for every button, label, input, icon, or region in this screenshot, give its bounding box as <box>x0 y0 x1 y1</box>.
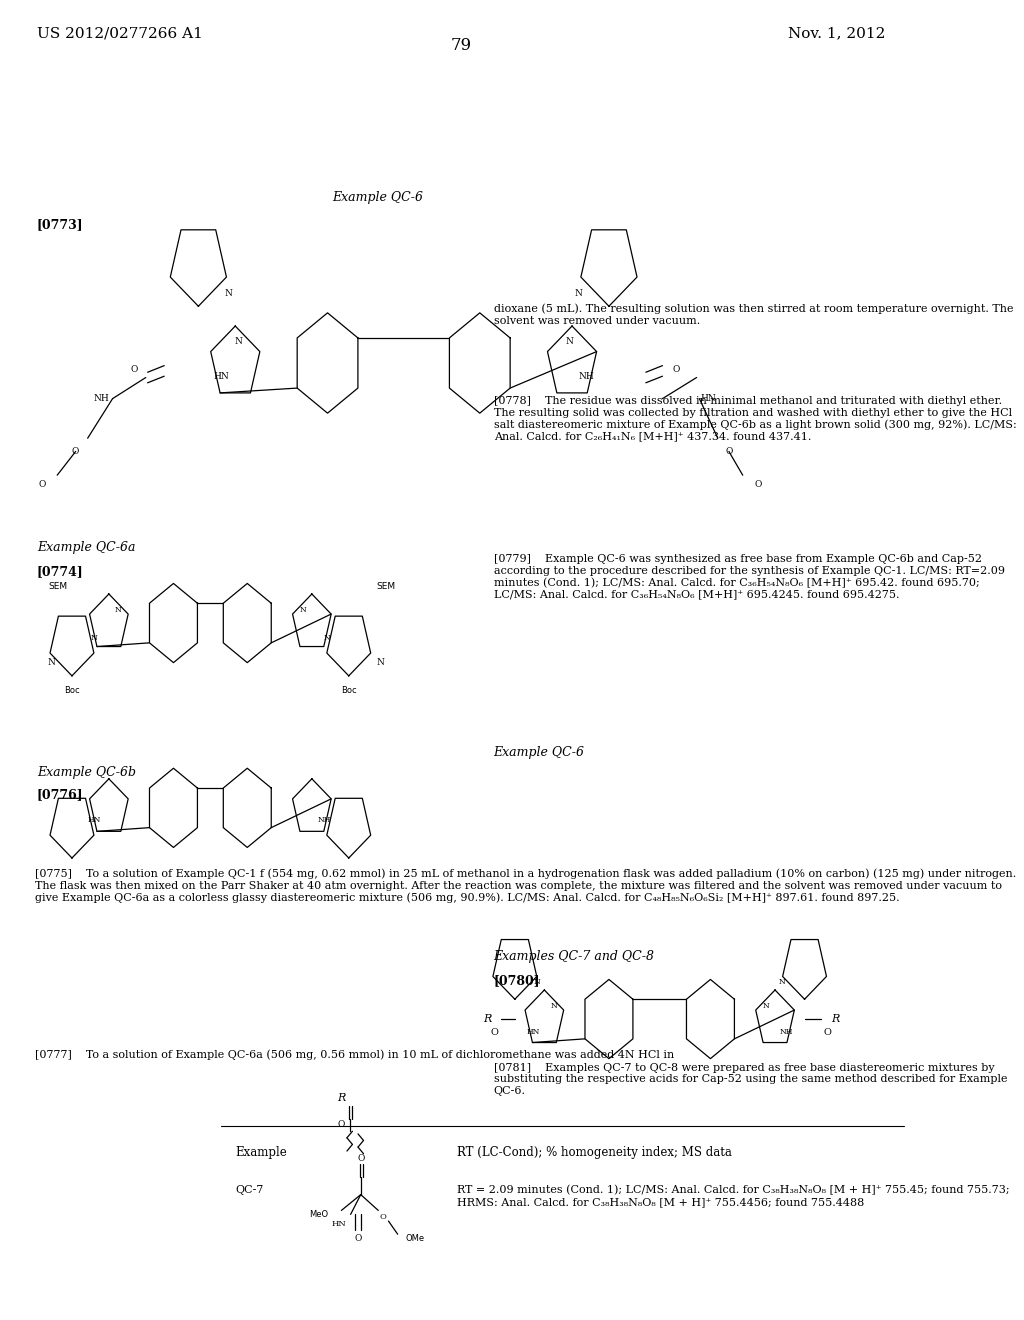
Text: MeO: MeO <box>309 1210 328 1218</box>
Text: HN: HN <box>331 1220 346 1228</box>
Text: O: O <box>673 366 680 374</box>
Text: O: O <box>725 447 732 455</box>
Text: HN: HN <box>87 816 100 824</box>
Text: RT (LC-Cond); % homogeneity index; MS data: RT (LC-Cond); % homogeneity index; MS da… <box>457 1146 731 1159</box>
Text: [0776]: [0776] <box>37 788 84 801</box>
Text: O: O <box>39 480 46 488</box>
Text: O: O <box>755 480 762 488</box>
Text: N: N <box>115 606 122 614</box>
Text: N: N <box>234 338 242 346</box>
Text: Example: Example <box>236 1146 287 1159</box>
Text: N: N <box>225 289 232 297</box>
Text: [0773]: [0773] <box>37 218 84 231</box>
Text: N: N <box>550 1002 557 1010</box>
Text: N: N <box>779 978 785 986</box>
Text: O: O <box>490 1028 499 1036</box>
Text: Example QC-6: Example QC-6 <box>494 746 585 759</box>
Text: [0777]    To a solution of Example QC-6a (506 mg, 0.56 mmol) in 10 mL of dichlor: [0777] To a solution of Example QC-6a (5… <box>35 1049 675 1060</box>
Text: US 2012/0277266 A1: US 2012/0277266 A1 <box>37 26 203 41</box>
Text: N: N <box>534 978 541 986</box>
Text: N: N <box>565 338 573 346</box>
Text: NH: NH <box>578 372 594 380</box>
Text: HN: HN <box>526 1028 540 1036</box>
Text: [0774]: [0774] <box>37 565 84 578</box>
Text: Example QC-6b: Example QC-6b <box>37 766 136 779</box>
Text: SEM: SEM <box>48 582 68 590</box>
Text: Example QC-6a: Example QC-6a <box>37 541 135 554</box>
Text: N: N <box>299 606 306 614</box>
Text: [0780]: [0780] <box>494 974 541 987</box>
Text: N: N <box>324 634 330 642</box>
Text: O: O <box>338 1121 345 1129</box>
Text: O: O <box>130 366 137 374</box>
Text: [0779]    Example QC-6 was synthesized as free base from Example QC-6b and Cap-5: [0779] Example QC-6 was synthesized as f… <box>494 554 1005 599</box>
Text: R: R <box>337 1093 345 1104</box>
Text: Boc: Boc <box>341 686 356 694</box>
Text: HN: HN <box>700 395 717 403</box>
Text: O: O <box>72 447 79 455</box>
Text: O: O <box>380 1213 386 1221</box>
Text: N: N <box>48 659 56 667</box>
Text: N: N <box>763 1002 769 1010</box>
Text: dioxane (5 mL). The resulting solution was then stirred at room temperature over: dioxane (5 mL). The resulting solution w… <box>494 304 1013 326</box>
Text: O: O <box>354 1234 361 1242</box>
Text: [0781]    Examples QC-7 to QC-8 were prepared as free base diastereomeric mixtur: [0781] Examples QC-7 to QC-8 were prepar… <box>494 1063 1008 1096</box>
Text: Boc: Boc <box>65 686 80 694</box>
Text: N: N <box>574 289 583 297</box>
Text: OMe: OMe <box>406 1234 425 1242</box>
Text: Examples QC-7 and QC-8: Examples QC-7 and QC-8 <box>494 950 654 964</box>
Text: [0778]    The residue was dissolved in minimal methanol and triturated with diet: [0778] The residue was dissolved in mini… <box>494 396 1017 441</box>
Text: 79: 79 <box>451 37 472 54</box>
Text: [0775]    To a solution of Example QC-1 f (554 mg, 0.62 mmol) in 25 mL of methan: [0775] To a solution of Example QC-1 f (… <box>35 869 1016 903</box>
Text: R: R <box>483 1014 492 1024</box>
Text: HN: HN <box>214 372 229 380</box>
Text: NH: NH <box>318 816 332 824</box>
Text: N: N <box>91 634 97 642</box>
Text: Example QC-6: Example QC-6 <box>332 191 423 205</box>
Text: NH: NH <box>93 395 110 403</box>
Text: O: O <box>357 1155 365 1163</box>
Text: NH: NH <box>779 1028 793 1036</box>
Text: RT = 2.09 minutes (Cond. 1); LC/MS: Anal. Calcd. for C₃₈H₃₈N₈O₈ [M + H]⁺ 755.45;: RT = 2.09 minutes (Cond. 1); LC/MS: Anal… <box>457 1185 1010 1208</box>
Text: Nov. 1, 2012: Nov. 1, 2012 <box>788 26 886 41</box>
Text: N: N <box>377 659 384 667</box>
Text: R: R <box>830 1014 840 1024</box>
Text: QC-7: QC-7 <box>236 1185 263 1196</box>
Text: O: O <box>823 1028 831 1036</box>
Text: SEM: SEM <box>377 582 395 590</box>
